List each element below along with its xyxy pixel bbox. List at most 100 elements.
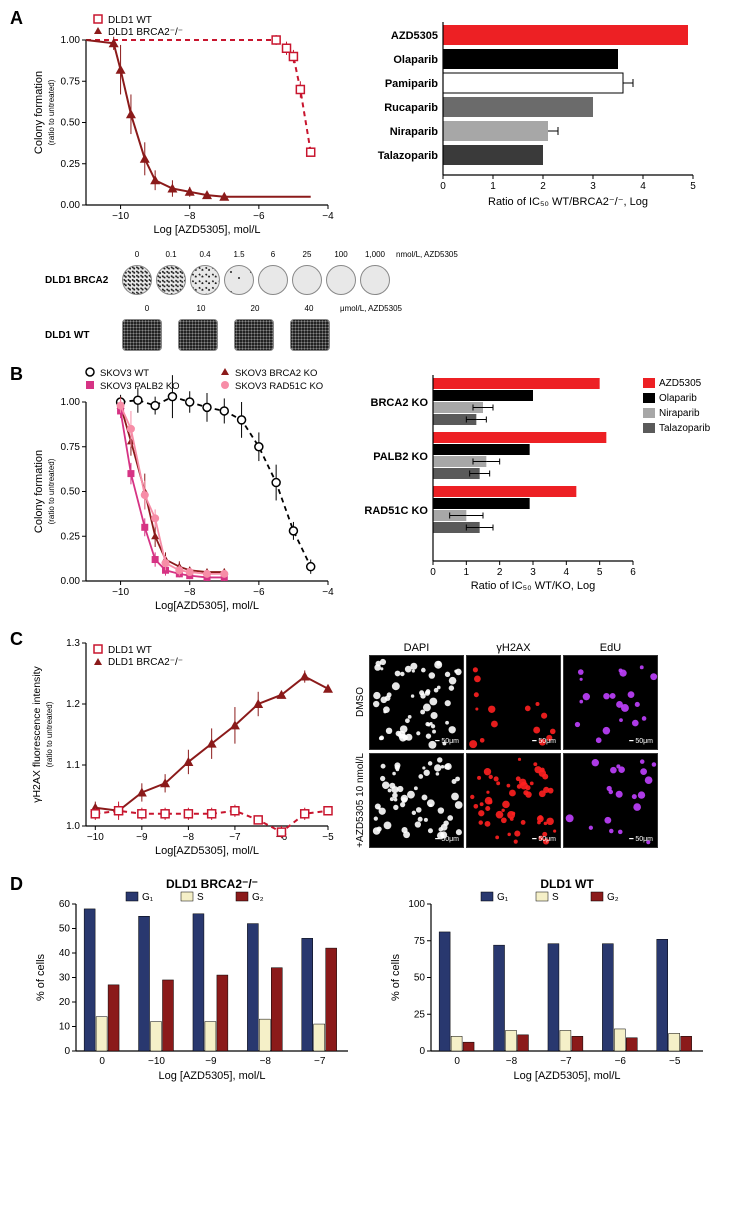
- svg-text:3: 3: [590, 181, 596, 192]
- svg-text:(ratio to untreated): (ratio to untreated): [47, 79, 56, 145]
- svg-text:0.25: 0.25: [61, 159, 81, 170]
- svg-text:AZD5305: AZD5305: [659, 378, 702, 389]
- panel-a-well-images: 00.10.41.56251001,000nmol/L, AZD5305DLD1…: [45, 244, 727, 351]
- svg-text:0: 0: [430, 567, 436, 578]
- svg-text:BRCA2 KO: BRCA2 KO: [371, 397, 429, 409]
- svg-text:25: 25: [414, 1009, 426, 1020]
- svg-text:−5: −5: [322, 832, 334, 843]
- svg-text:−8: −8: [506, 1056, 518, 1067]
- svg-text:Ratio of IC₅₀ WT/KO, Log: Ratio of IC₅₀ WT/KO, Log: [471, 580, 596, 592]
- svg-text:Rucaparib: Rucaparib: [384, 102, 438, 114]
- svg-text:−4: −4: [322, 587, 334, 598]
- panel-c-h2ax-chart: DLD1 WTDLD1 BRCA2⁻/⁻1.01.11.21.3−10−9−8−…: [28, 631, 338, 861]
- svg-text:4: 4: [640, 181, 646, 192]
- svg-text:Talazoparib: Talazoparib: [378, 150, 439, 162]
- svg-text:Log[AZD5305], mol/L: Log[AZD5305], mol/L: [155, 845, 259, 857]
- svg-text:1.1: 1.1: [66, 760, 80, 771]
- panel-d: D DLD1 BRCA2⁻/⁻G₁SG₂0102030405060% of ce…: [10, 876, 727, 1086]
- svg-text:Olaparib: Olaparib: [659, 393, 697, 404]
- svg-text:−4: −4: [322, 211, 334, 222]
- svg-text:0: 0: [99, 1056, 105, 1067]
- svg-text:−10: −10: [87, 832, 104, 843]
- svg-text:−8: −8: [184, 211, 196, 222]
- svg-text:Niraparib: Niraparib: [659, 408, 700, 419]
- svg-text:40: 40: [59, 948, 71, 959]
- svg-text:Niraparib: Niraparib: [390, 126, 439, 138]
- svg-text:DLD1 BRCA2⁻/⁻: DLD1 BRCA2⁻/⁻: [108, 27, 183, 38]
- svg-text:G₂: G₂: [607, 892, 619, 903]
- svg-text:10: 10: [59, 1022, 71, 1033]
- svg-text:(ratio to untreated): (ratio to untreated): [45, 701, 54, 767]
- svg-text:100: 100: [408, 899, 425, 910]
- svg-text:−7: −7: [560, 1056, 572, 1067]
- svg-text:S: S: [552, 892, 559, 903]
- svg-text:−8: −8: [183, 832, 195, 843]
- svg-text:0: 0: [419, 1046, 425, 1057]
- svg-text:PALB2 KO: PALB2 KO: [373, 451, 428, 463]
- svg-text:Colony formation: Colony formation: [33, 450, 45, 533]
- svg-text:30: 30: [59, 973, 71, 984]
- panel-c-label: C: [10, 629, 23, 650]
- panel-d-label: D: [10, 874, 23, 895]
- svg-text:20: 20: [59, 997, 71, 1008]
- svg-text:5: 5: [597, 567, 603, 578]
- svg-text:Pamiparib: Pamiparib: [385, 78, 438, 90]
- svg-text:−10: −10: [112, 211, 129, 222]
- svg-text:0: 0: [64, 1046, 70, 1057]
- svg-text:G₁: G₁: [497, 892, 509, 903]
- svg-text:−10: −10: [148, 1056, 165, 1067]
- svg-text:DLD1 BRCA2⁻/⁻: DLD1 BRCA2⁻/⁻: [108, 657, 183, 668]
- svg-text:DLD1 WT: DLD1 WT: [540, 877, 594, 891]
- svg-text:−9: −9: [205, 1056, 217, 1067]
- svg-text:−6: −6: [253, 587, 265, 598]
- svg-text:0.00: 0.00: [61, 576, 81, 587]
- panel-d-brca2-cellcycle-chart: DLD1 BRCA2⁻/⁻G₁SG₂0102030405060% of cell…: [28, 876, 368, 1086]
- svg-text:AZD5305: AZD5305: [391, 30, 438, 42]
- svg-text:Ratio of IC₅₀ WT/BRCA2⁻/⁻, Log: Ratio of IC₅₀ WT/BRCA2⁻/⁻, Log: [488, 196, 648, 208]
- svg-text:2: 2: [540, 181, 546, 192]
- svg-text:Talazoparib: Talazoparib: [659, 423, 711, 434]
- svg-text:1.00: 1.00: [61, 35, 81, 46]
- panel-d-wt-cellcycle-chart: DLD1 WTG₁SG₂0255075100% of cells0−8−7−6−…: [383, 876, 723, 1086]
- panel-c-microscopy-images: DAPIγH2AXEdUDMSO━ 50μm━ 50μm━ 50μm+AZD53…: [353, 642, 659, 850]
- svg-text:1.2: 1.2: [66, 699, 80, 710]
- svg-text:DLD1 WT: DLD1 WT: [108, 15, 152, 26]
- panel-a-label: A: [10, 8, 23, 29]
- svg-text:Colony formation: Colony formation: [33, 71, 45, 154]
- svg-text:γH2AX fluorescence intensity: γH2AX fluorescence intensity: [31, 665, 43, 802]
- svg-text:RAD51C KO: RAD51C KO: [364, 505, 428, 517]
- figure: A DLD1 WTDLD1 BRCA2⁻/⁻0.000.250.500.751.…: [0, 0, 737, 1111]
- svg-text:5: 5: [690, 181, 696, 192]
- svg-text:50: 50: [414, 973, 426, 984]
- svg-text:−9: −9: [136, 832, 148, 843]
- svg-text:0.75: 0.75: [61, 442, 81, 453]
- svg-text:0.50: 0.50: [61, 487, 81, 498]
- svg-text:−7: −7: [229, 832, 241, 843]
- svg-text:1: 1: [464, 567, 470, 578]
- svg-text:Log [AZD5305], mol/L: Log [AZD5305], mol/L: [153, 224, 260, 236]
- svg-text:0.00: 0.00: [61, 200, 81, 211]
- svg-text:1.00: 1.00: [61, 397, 81, 408]
- svg-text:Log [AZD5305], mol/L: Log [AZD5305], mol/L: [158, 1070, 265, 1082]
- panel-b-ic50-ratio-chart: BRCA2 KOPALB2 KORAD51C KO0123456Ratio of…: [353, 366, 713, 596]
- svg-text:0.75: 0.75: [61, 76, 81, 87]
- svg-text:0: 0: [440, 181, 446, 192]
- svg-text:0: 0: [454, 1056, 460, 1067]
- svg-text:4: 4: [564, 567, 570, 578]
- panel-b-dose-response-chart: SKOV3 WTSKOV3 BRCA2 KOSKOV3 PALB2 KOSKOV…: [28, 366, 338, 616]
- panel-c: C DLD1 WTDLD1 BRCA2⁻/⁻1.01.11.21.3−10−9−…: [10, 631, 727, 861]
- svg-text:Olaparib: Olaparib: [393, 54, 438, 66]
- svg-text:50: 50: [59, 924, 71, 935]
- svg-text:0.50: 0.50: [61, 118, 81, 129]
- svg-text:1.3: 1.3: [66, 638, 80, 649]
- svg-text:60: 60: [59, 899, 71, 910]
- svg-text:(ratio to untreated): (ratio to untreated): [47, 458, 56, 524]
- svg-text:75: 75: [414, 936, 426, 947]
- svg-text:SKOV3 PALB2 KO: SKOV3 PALB2 KO: [100, 381, 180, 392]
- svg-text:−6: −6: [253, 211, 265, 222]
- svg-text:−6: −6: [615, 1056, 627, 1067]
- svg-text:−7: −7: [314, 1056, 326, 1067]
- panel-a-dose-response-chart: DLD1 WTDLD1 BRCA2⁻/⁻ 0.00 0.25 0.50 0.75 1.00…: [28, 10, 338, 240]
- svg-text:Log [AZD5305], mol/L: Log [AZD5305], mol/L: [513, 1070, 620, 1082]
- svg-text:S: S: [197, 892, 204, 903]
